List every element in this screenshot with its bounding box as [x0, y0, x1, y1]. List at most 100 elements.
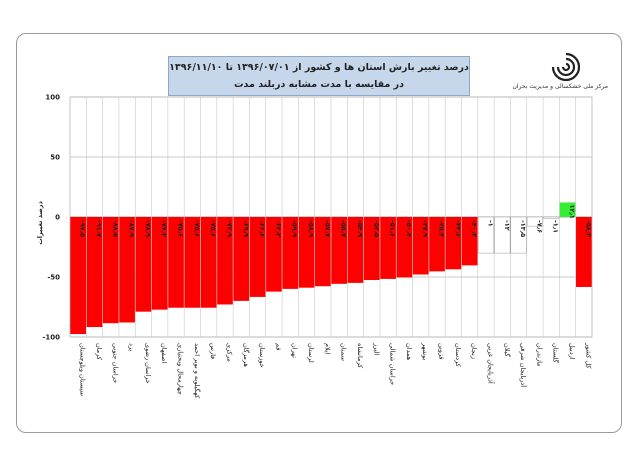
data-label: -۵۴٫۹ [356, 220, 364, 237]
bar [282, 217, 299, 289]
bar [526, 216, 543, 227]
data-label: -۱٫۱ [552, 220, 560, 233]
category-label: اردبیل [568, 343, 576, 360]
category-label: مازندران [535, 343, 543, 367]
category-label: خراسان شمالی [389, 343, 397, 385]
bar [380, 217, 396, 279]
category-label: کل کشور [584, 342, 592, 369]
category-label: زنجان [470, 343, 478, 359]
category-label: مرکزی [225, 343, 233, 362]
category-label: قم [274, 343, 282, 350]
data-label: -۵۵٫۷ [340, 220, 348, 237]
bar [559, 202, 576, 217]
category-label: اصفهان [160, 343, 168, 364]
data-label: -۷۵٫۶ [209, 220, 217, 237]
bar [331, 217, 347, 284]
y-tick-label: 0 [55, 214, 60, 222]
bar [510, 216, 527, 254]
data-label: -۵۹٫۹ [291, 220, 299, 237]
data-label: -۴۷٫۹ [421, 220, 429, 237]
bar [315, 217, 331, 287]
category-label: چهارمحال وبختیاری [177, 343, 185, 395]
bar [168, 217, 184, 308]
bar [461, 217, 478, 266]
category-label: آذربایجان غربی [486, 343, 495, 385]
data-label: -۱ [486, 220, 494, 227]
data-label: -۴۳٫۶ [454, 220, 462, 237]
bar [347, 217, 364, 283]
data-label: -۱۲ [503, 220, 511, 231]
category-label: گیلان [503, 343, 511, 358]
data-label: -۹۱٫۷ [95, 220, 103, 237]
data-label: -۶۹٫۹ [242, 220, 250, 237]
data-label: -۴۵٫۳ [438, 220, 446, 237]
data-label: -۹۷٫۵ [79, 220, 87, 237]
data-label: -۷۸٫۹ [144, 220, 152, 237]
y-tick-label: -100 [42, 334, 60, 342]
chart-title-line1: درصد تغییر بارش استان ها و کشور از ۱۳۹۶/… [169, 62, 469, 73]
bar [184, 217, 201, 308]
category-label: یزد [128, 343, 136, 351]
bar [151, 217, 168, 310]
bar [217, 217, 233, 305]
data-label: -۶۲٫۲ [274, 220, 282, 237]
y-tick-label: 100 [45, 94, 60, 102]
data-label: -۵۰٫۴ [405, 220, 413, 237]
data-label: -۷۵٫۶ [177, 220, 185, 237]
y-axis-label: درصد تغییرات [36, 201, 44, 245]
bar [543, 216, 560, 219]
category-label: البرز [372, 342, 380, 356]
bar [445, 217, 462, 270]
bar [363, 217, 380, 280]
bar [135, 217, 152, 312]
data-label: -۷۵٫۶ [193, 220, 201, 237]
category-label: قزوین [438, 343, 446, 360]
category-label: آذربایجان شرقی [519, 343, 528, 388]
category-label: گلستان [552, 343, 560, 364]
bar [70, 217, 86, 334]
bar [200, 217, 217, 308]
data-label: ۱۲٫۱ [568, 204, 576, 218]
y-tick-label: 50 [50, 154, 60, 162]
data-label: -۷۷٫۲ [160, 220, 168, 237]
category-label: کرمان [95, 343, 103, 361]
center-name: مرکز ملی خشکسالی و مدیریت بحران [512, 83, 608, 90]
data-label: -۷۲٫۹ [225, 220, 233, 237]
bar [477, 216, 495, 254]
category-label: ایلام [323, 343, 331, 355]
bar [119, 217, 135, 323]
category-label: فارس [209, 343, 217, 359]
y-tick-label: -50 [47, 274, 60, 282]
data-label: -۸۷٫۹ [128, 220, 136, 237]
category-label: تهران [291, 343, 299, 358]
category-label: خوزستان [258, 343, 266, 368]
data-label: -۵۷٫۷ [323, 220, 331, 237]
bar [396, 217, 413, 278]
data-label: -۵۸٫۹ [307, 220, 315, 237]
bar [412, 217, 429, 275]
category-label: همدان [405, 343, 413, 361]
bar [266, 217, 282, 292]
data-label: -۱۳٫۵ [519, 220, 527, 237]
category-label: خراسان جنوبی [111, 343, 119, 383]
data-label: -۵۱٫۶ [389, 220, 397, 237]
bar [233, 217, 250, 301]
chart-title-line2: در مقایسه با مدت مشابه دربلند مدت [233, 79, 405, 90]
data-label: -۸۸٫۵ [111, 220, 119, 237]
bar [576, 217, 592, 287]
chart-title-box: درصد تغییر بارش استان ها و کشور از ۱۳۹۶/… [168, 56, 470, 96]
category-label: سیستان وبلوچستان [79, 343, 87, 396]
bar [298, 217, 315, 288]
bar [102, 217, 119, 324]
bar [429, 217, 445, 272]
bar [86, 217, 103, 328]
bar [494, 216, 511, 254]
category-label: بوشهر [421, 342, 429, 360]
data-label: -۶۶٫۶ [258, 220, 266, 237]
category-label: کرمانشاه [356, 343, 364, 369]
data-label: -۵۸٫۳ [584, 220, 592, 237]
category-label: کردستان [454, 343, 462, 368]
category-label: کهگیلویه و بویر احمد [193, 343, 201, 399]
ncdm-logo-icon [536, 50, 596, 98]
